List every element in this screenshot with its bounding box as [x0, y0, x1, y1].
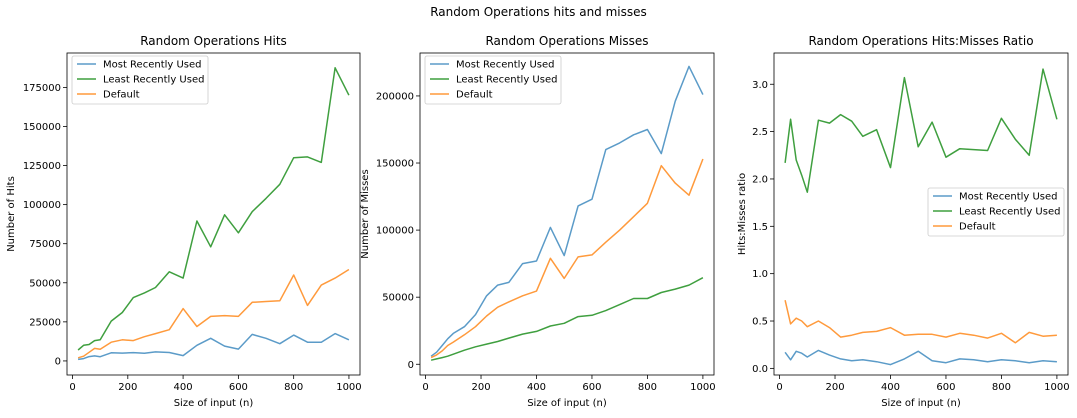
y-tick-label: 100000	[23, 200, 61, 211]
legend-label: Most Recently Used	[959, 192, 1058, 203]
x-tick-label: 1000	[336, 382, 361, 393]
y-tick-label: 100000	[376, 226, 414, 237]
x-tick-label: 0	[422, 382, 428, 393]
y-axis-label: Number of Hits	[6, 176, 17, 252]
series-line	[77, 67, 350, 351]
x-tick-label: 600	[582, 382, 601, 393]
x-tick-label: 800	[284, 382, 303, 393]
y-tick-label: 175000	[23, 83, 61, 94]
x-tick-label: 800	[638, 382, 657, 393]
series-line	[784, 300, 1057, 344]
series-line	[77, 332, 350, 361]
x-axis-label: Size of input (n)	[881, 398, 961, 409]
figure-title: Random Operations hits and misses	[430, 5, 647, 19]
y-tick-label: 50000	[382, 293, 414, 304]
chart-title: Random Operations Hits	[140, 34, 287, 48]
legend-label: Default	[103, 90, 140, 101]
x-tick-label: 200	[825, 382, 844, 393]
legend-label: Most Recently Used	[456, 60, 555, 71]
legend-label: Default	[456, 90, 493, 101]
y-tick-label: 150000	[376, 159, 414, 170]
chart-title: Random Operations Misses	[485, 34, 648, 48]
legend-label: Least Recently Used	[103, 75, 204, 86]
y-tick-label: 0.0	[752, 364, 768, 375]
legend-label: Least Recently Used	[959, 207, 1060, 218]
legend-box	[424, 55, 562, 105]
x-tick-label: 600	[229, 382, 248, 393]
y-tick-label: 0.5	[752, 317, 768, 328]
y-tick-label: 0	[55, 356, 61, 367]
x-tick-label: 400	[527, 382, 546, 393]
series-line	[430, 277, 704, 361]
x-tick-label: 0	[776, 382, 782, 393]
y-tick-label: 2.5	[752, 127, 768, 138]
series-line	[784, 349, 1057, 366]
plot-frame	[773, 52, 1069, 376]
plot-frame	[419, 52, 715, 376]
x-tick-label: 200	[471, 382, 490, 393]
series-line	[784, 68, 1058, 193]
legend-box	[71, 55, 209, 105]
x-axis-label: Size of input (n)	[174, 398, 254, 409]
y-tick-label: 200000	[376, 91, 414, 102]
y-tick-label: 50000	[29, 278, 61, 289]
y-tick-label: 75000	[29, 239, 61, 250]
series-line	[430, 158, 704, 359]
x-tick-label: 400	[881, 382, 900, 393]
y-tick-label: 1.0	[752, 269, 768, 280]
legend-box	[927, 187, 1065, 237]
y-tick-label: 2.0	[752, 174, 768, 185]
legend-label: Least Recently Used	[456, 75, 557, 86]
series-line	[77, 268, 350, 359]
chart-title: Random Operations Hits:Misses Ratio	[808, 34, 1033, 48]
y-tick-label: 150000	[23, 122, 61, 133]
y-tick-label: 0	[408, 360, 414, 371]
legend-label: Most Recently Used	[103, 60, 202, 71]
y-tick-label: 1.5	[752, 222, 768, 233]
x-axis-label: Size of input (n)	[527, 398, 607, 409]
x-tick-label: 800	[992, 382, 1011, 393]
legend-label: Default	[959, 222, 996, 233]
y-tick-label: 25000	[29, 317, 61, 328]
y-tick-label: 3.0	[752, 80, 768, 91]
plot-frame	[66, 52, 361, 376]
y-axis-label: Number of Misses	[360, 169, 371, 258]
x-tick-label: 400	[174, 382, 193, 393]
x-tick-label: 600	[936, 382, 955, 393]
y-tick-label: 125000	[23, 161, 61, 172]
x-tick-label: 0	[69, 382, 75, 393]
x-tick-label: 200	[118, 382, 137, 393]
y-axis-label: Hits:Misses ratio	[737, 173, 748, 255]
series-line	[430, 65, 704, 357]
x-tick-label: 1000	[690, 382, 715, 393]
x-tick-label: 1000	[1044, 382, 1069, 393]
